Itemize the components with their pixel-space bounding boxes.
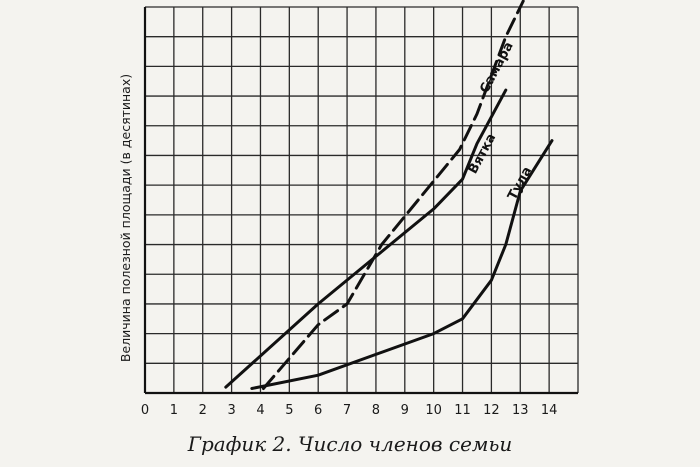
x-tick-label: 11 — [454, 403, 471, 418]
x-tick-label: 2 — [199, 403, 207, 418]
grid — [144, 6, 579, 394]
x-tick-label: 6 — [314, 403, 322, 418]
x-tick-label: 14 — [541, 403, 558, 418]
x-tick-label: 8 — [372, 403, 380, 418]
x-tick-label: 1 — [170, 403, 178, 418]
x-tick-labels: 0 1 2 3 4 5 6 7 8 9 10 11 12 13 14 — [141, 403, 558, 418]
series-label-Тула: Тула — [505, 164, 535, 203]
series-line-Самара — [261, 0, 525, 390]
series-label-Самара: Самара — [477, 40, 516, 96]
x-tick-label: 5 — [285, 403, 293, 418]
y-axis-label: Величина полезной площади (в десятинах) — [118, 74, 133, 362]
x-tick-label: 4 — [256, 403, 264, 418]
series-line-Вятка — [224, 88, 508, 389]
x-tick-label: 7 — [343, 403, 351, 418]
x-tick-label: 12 — [483, 403, 500, 418]
chart-caption: График 2. Число членов семьи — [187, 432, 513, 456]
x-tick-label: 0 — [141, 403, 149, 418]
axes — [143, 7, 578, 395]
x-tick-label: 9 — [401, 403, 409, 418]
x-tick-label: 10 — [425, 403, 442, 418]
series-lines — [224, 0, 554, 390]
series-line-Тула — [250, 139, 554, 390]
x-tick-label: 3 — [227, 403, 235, 418]
series-label-Вятка: Вятка — [466, 131, 500, 176]
x-tick-label: 13 — [512, 403, 529, 418]
